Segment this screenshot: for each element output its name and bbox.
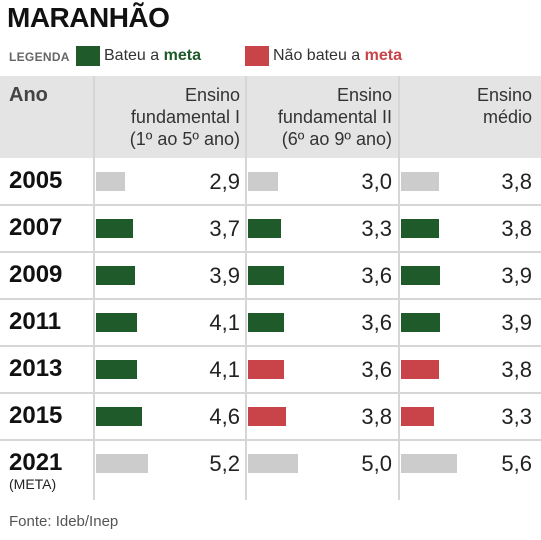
data-label: 4,1	[209, 309, 240, 335]
column-divider	[245, 76, 247, 500]
row-separator	[0, 439, 541, 441]
data-label: 5,6	[501, 450, 532, 476]
bar	[248, 453, 298, 473]
row-year: 2007	[9, 213, 63, 241]
bar	[248, 406, 286, 426]
header-col-medio-line2: médio	[482, 107, 532, 127]
bar	[248, 171, 278, 191]
header-col-fund1-line1: Ensino	[184, 85, 240, 105]
header-col-fund2-line3: (6º ao 9º ano)	[281, 129, 392, 149]
bar	[248, 265, 284, 285]
bar	[96, 453, 148, 473]
data-label: 5,0	[361, 450, 392, 476]
bar	[248, 218, 281, 238]
data-label: 4,6	[209, 403, 240, 429]
data-label: 3,8	[361, 403, 392, 429]
row-year: 2021	[9, 448, 63, 476]
legend-text-met: Bateu a meta	[104, 47, 201, 64]
column-divider	[398, 76, 400, 500]
row-year-note: (META)	[9, 475, 57, 492]
header-col-fund1: Ensino fundamental I (1º ao 5º ano)	[98, 84, 240, 150]
header-col-fund2-line1: Ensino	[336, 85, 392, 105]
bar	[401, 171, 439, 191]
data-label: 3,9	[501, 262, 532, 288]
legend-not-met-bold: meta	[364, 47, 402, 64]
bar	[401, 265, 440, 285]
bar	[96, 171, 125, 191]
row-year: 2011	[9, 307, 62, 335]
bar	[401, 312, 440, 332]
bar	[96, 406, 142, 426]
legend-swatch-not-met	[245, 46, 269, 66]
bar	[96, 218, 133, 238]
data-label: 4,1	[209, 356, 240, 382]
bar	[96, 312, 137, 332]
legend-met-bold: meta	[163, 47, 201, 64]
header-col-fund2: Ensino fundamental II (6º ao 9º ano)	[248, 84, 392, 150]
row-year: 2009	[9, 260, 63, 288]
row-separator	[0, 204, 541, 206]
data-label: 3,6	[361, 356, 392, 382]
data-label: 3,8	[501, 356, 532, 382]
bar	[401, 453, 457, 473]
header-col-medio-line1: Ensino	[476, 85, 532, 105]
bar	[401, 406, 434, 426]
legend-text-not-met: Não bateu a meta	[273, 47, 402, 64]
bar	[401, 359, 439, 379]
legend-swatch-met	[76, 46, 100, 66]
bar	[248, 312, 284, 332]
data-label: 2,9	[209, 168, 240, 194]
source-note: Fonte: Ideb/Inep	[9, 513, 119, 530]
data-label: 3,6	[361, 309, 392, 335]
legend-label: LEGENDA	[9, 50, 70, 64]
data-label: 3,9	[501, 309, 532, 335]
row-separator	[0, 298, 541, 300]
row-separator	[0, 392, 541, 394]
bar	[96, 265, 135, 285]
data-label: 3,3	[501, 403, 532, 429]
row-year: 2015	[9, 401, 63, 429]
row-separator	[0, 345, 541, 347]
chart-title: MARANHÃO	[7, 2, 170, 33]
data-label: 5,2	[209, 450, 240, 476]
data-label: 3,8	[501, 215, 532, 241]
row-separator	[0, 251, 541, 253]
header-year: Ano	[9, 84, 48, 106]
header-col-fund1-line3: (1º ao 5º ano)	[129, 129, 240, 149]
column-divider	[93, 76, 95, 500]
table-header	[0, 76, 541, 158]
row-year: 2013	[9, 354, 63, 382]
data-label: 3,7	[209, 215, 240, 241]
data-label: 3,0	[361, 168, 392, 194]
data-label: 3,9	[209, 262, 240, 288]
row-year: 2005	[9, 166, 63, 194]
header-col-fund2-line2: fundamental II	[277, 107, 392, 127]
bar	[96, 359, 137, 379]
data-label: 3,6	[361, 262, 392, 288]
bar	[248, 359, 284, 379]
data-label: 3,3	[361, 215, 392, 241]
header-col-fund1-line2: fundamental I	[130, 107, 240, 127]
bar	[401, 218, 439, 238]
header-col-medio: Ensino médio	[400, 84, 532, 128]
legend: LEGENDA Bateu a meta Não bateu a meta	[0, 42, 541, 72]
data-label: 3,8	[501, 168, 532, 194]
